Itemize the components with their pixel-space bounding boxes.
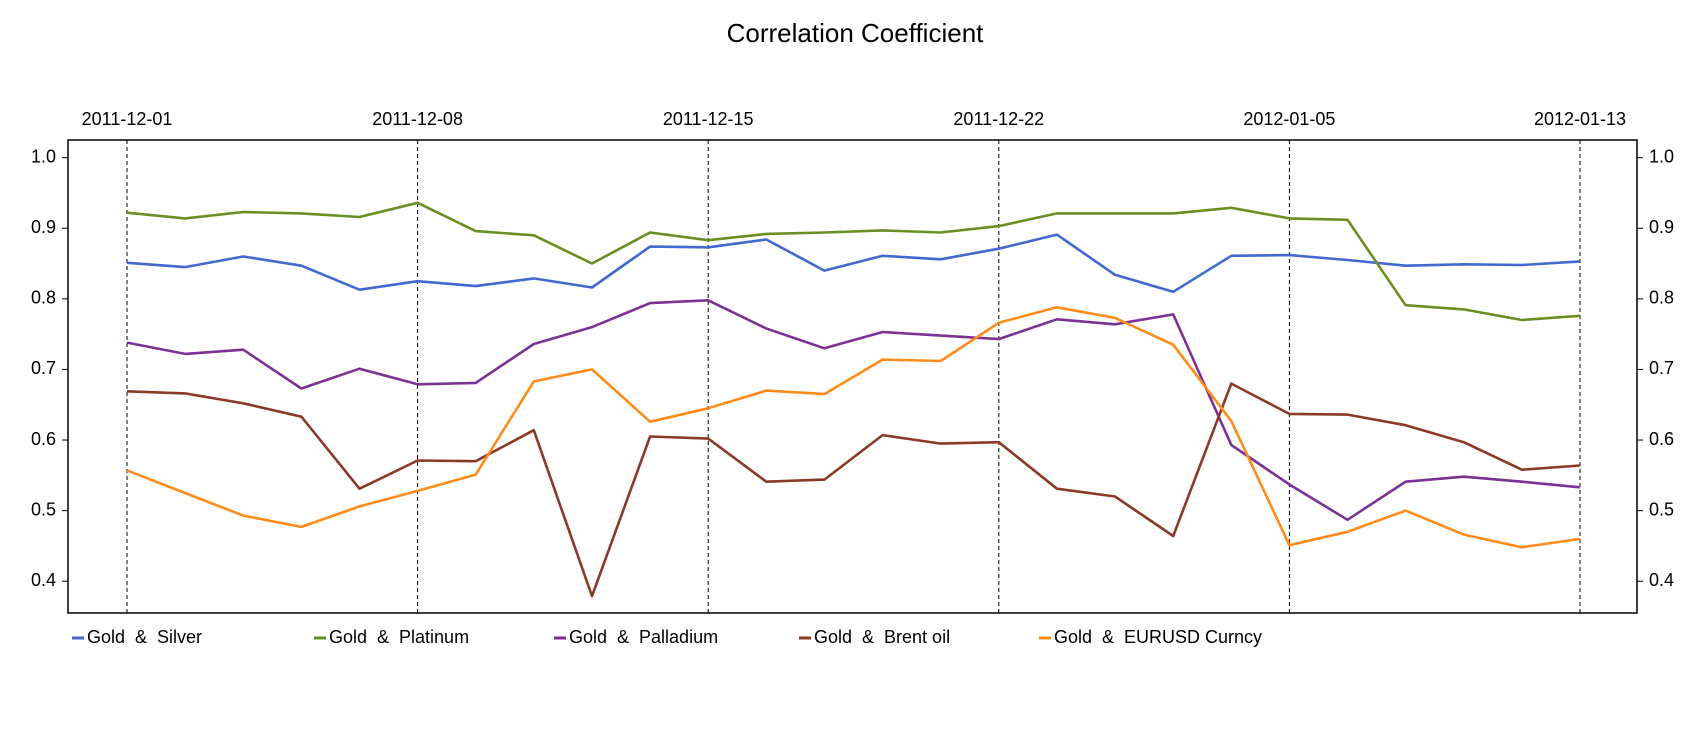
y-tick-label: 0.5 xyxy=(31,499,56,519)
series-line xyxy=(126,382,1581,598)
series-line xyxy=(126,201,1581,322)
y2-tick-label: 0.4 xyxy=(1649,570,1674,590)
legend-label: Gold & Brent oil xyxy=(814,627,950,647)
y2-tick-label: 1.0 xyxy=(1649,146,1674,166)
series-line xyxy=(126,306,1581,549)
x-tick-label: 2011-12-08 xyxy=(372,109,463,129)
series-line xyxy=(126,233,1581,294)
legend-label: Gold & Platinum xyxy=(329,627,469,647)
y2-tick-label: 0.5 xyxy=(1649,499,1674,519)
y-tick-label: 0.4 xyxy=(31,570,56,590)
chart-title: Correlation Coefficient xyxy=(727,18,985,48)
plot-frame xyxy=(67,139,1638,614)
y-tick-label: 1.0 xyxy=(31,146,56,166)
y-tick-label: 0.6 xyxy=(31,429,56,449)
y2-tick-label: 0.7 xyxy=(1649,358,1674,378)
y2-tick-label: 0.6 xyxy=(1649,429,1674,449)
legend-label: Gold & EURUSD Curncy xyxy=(1054,627,1262,647)
y-tick-label: 0.9 xyxy=(31,217,56,237)
y-tick-label: 0.8 xyxy=(31,288,56,308)
x-tick-label: 2011-12-01 xyxy=(82,109,173,129)
x-tick-label: 2011-12-15 xyxy=(663,109,754,129)
legend-label: Gold & Palladium xyxy=(569,627,718,647)
x-tick-label: 2011-12-22 xyxy=(953,109,1044,129)
x-tick-label: 2012-01-13 xyxy=(1534,109,1626,129)
y-tick-label: 0.7 xyxy=(31,358,56,378)
x-tick-label: 2012-01-05 xyxy=(1243,109,1335,129)
series-line xyxy=(126,299,1581,522)
y2-tick-label: 0.9 xyxy=(1649,217,1674,237)
y2-tick-label: 0.8 xyxy=(1649,288,1674,308)
legend-label: Gold & Silver xyxy=(87,627,202,647)
